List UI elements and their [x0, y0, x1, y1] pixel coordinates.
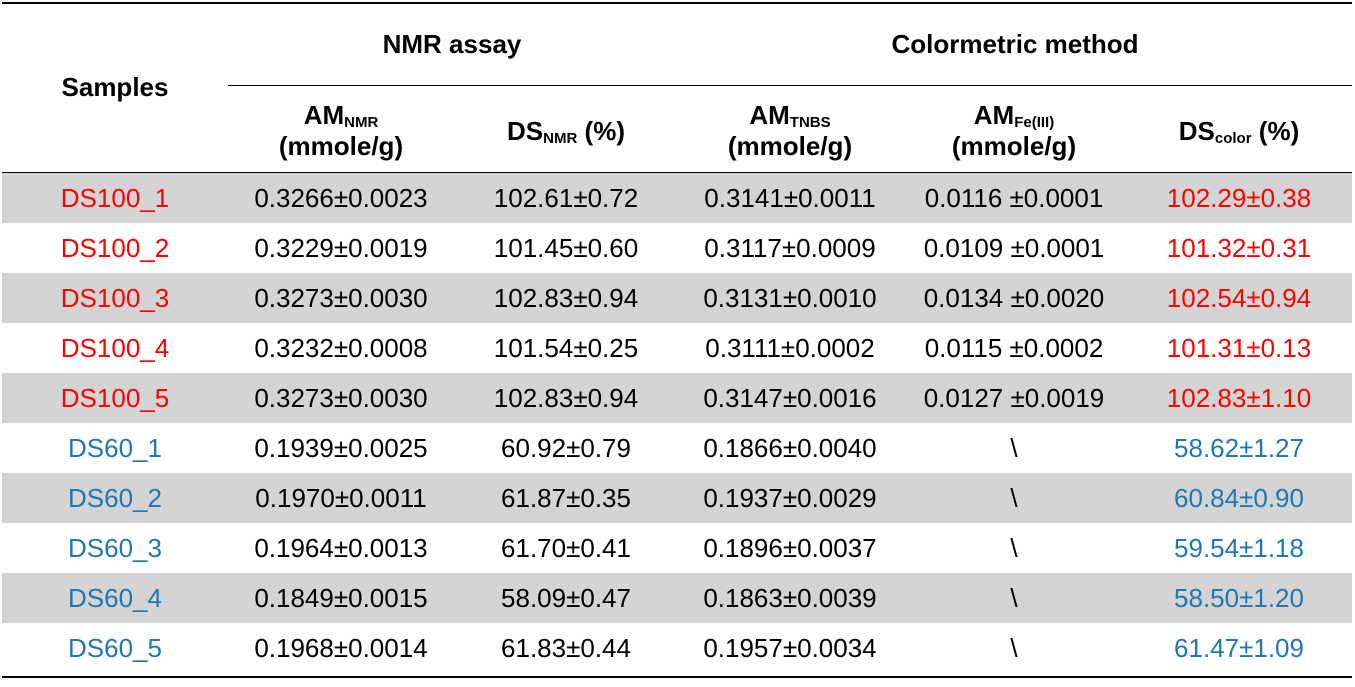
sample-name-cell: DS60_2: [68, 483, 162, 513]
nmr-group-header: NMR assay: [382, 29, 522, 59]
col-header-am-tnbs: AMTNBS (mmole/g): [727, 100, 853, 161]
am-nmr-cell: 0.3273±0.0030: [254, 283, 428, 313]
ds-color-cell: 102.83±1.10: [1166, 383, 1312, 413]
am-tnbs-cell: 0.1863±0.0039: [703, 583, 877, 613]
am-nmr-cell: 0.3266±0.0023: [254, 183, 428, 213]
group-header-rule: [228, 85, 1352, 86]
ds-nmr-cell: 60.92±0.79: [501, 433, 631, 463]
col-header-ds-color: DScolor (%): [1178, 116, 1300, 147]
table-row: DS100_4 0.3232±0.0008 101.54±0.25 0.3111…: [2, 323, 1352, 373]
am-tnbs-cell: 0.3117±0.0009: [704, 233, 876, 263]
table-row: DS60_2 0.1970±0.0011 61.87±0.35 0.1937±0…: [2, 473, 1352, 523]
table-row: DS60_5 0.1968±0.0014 61.83±0.44 0.1957±0…: [2, 623, 1352, 673]
ds-color-cell: 101.31±0.13: [1166, 333, 1312, 363]
am-tnbs-cell: 0.3111±0.0002: [705, 333, 875, 363]
sample-name-cell: DS100_1: [60, 183, 170, 213]
am-fe-cell: \: [1010, 533, 1018, 563]
col-header-am-fe: AMFe(III) (mmole/g): [951, 100, 1077, 161]
ds-color-cell: 102.54±0.94: [1166, 283, 1312, 313]
am-tnbs-cell: 0.1866±0.0040: [703, 433, 877, 463]
am-nmr-cell: 0.3273±0.0030: [254, 383, 428, 413]
ds-color-cell: 58.50±1.20: [1174, 583, 1304, 613]
sample-name-cell: DS60_1: [68, 433, 162, 463]
table-top-rule: [2, 2, 1352, 4]
am-nmr-cell: 0.1970±0.0011: [255, 483, 427, 513]
ds-color-cell: 101.32±0.31: [1166, 233, 1312, 263]
am-fe-cell: 0.0109 ±0.0001: [923, 233, 1105, 263]
sample-name-cell: DS100_5: [60, 383, 170, 413]
ds-nmr-cell: 102.61±0.72: [493, 183, 639, 213]
am-fe-cell: \: [1010, 633, 1018, 663]
am-tnbs-cell: 0.1896±0.0037: [703, 533, 877, 563]
am-nmr-cell: 0.1939±0.0025: [254, 433, 428, 463]
table-row: DS60_4 0.1849±0.0015 58.09±0.47 0.1863±0…: [2, 573, 1352, 623]
ds-nmr-cell: 58.09±0.47: [501, 583, 631, 613]
ds-color-cell: 58.62±1.27: [1174, 433, 1304, 463]
am-tnbs-cell: 0.3131±0.0010: [703, 283, 877, 313]
table-row: DS100_2 0.3229±0.0019 101.45±0.60 0.3117…: [2, 223, 1352, 273]
table-row: DS60_3 0.1964±0.0013 61.70±0.41 0.1896±0…: [2, 523, 1352, 573]
ds-nmr-cell: 101.45±0.60: [493, 233, 639, 263]
am-fe-cell: 0.0116 ±0.0001: [924, 183, 1104, 213]
am-fe-cell: 0.0115 ±0.0002: [924, 333, 1104, 363]
table-bottom-rule: [2, 676, 1352, 678]
ds-color-cell: 102.29±0.38: [1166, 183, 1312, 213]
am-nmr-cell: 0.1968±0.0014: [254, 633, 428, 663]
table-row: DS60_1 0.1939±0.0025 60.92±0.79 0.1866±0…: [2, 423, 1352, 473]
am-fe-cell: \: [1010, 483, 1018, 513]
am-tnbs-cell: 0.3147±0.0016: [703, 383, 877, 413]
am-fe-cell: \: [1010, 433, 1018, 463]
sample-name-cell: DS100_2: [60, 233, 170, 263]
ds-color-cell: 60.84±0.90: [1174, 483, 1304, 513]
am-fe-cell: \: [1010, 583, 1018, 613]
ds-nmr-cell: 101.54±0.25: [493, 333, 639, 363]
table-row: DS100_3 0.3273±0.0030 102.83±0.94 0.3131…: [2, 273, 1352, 323]
color-group-header: Colormetric method: [891, 29, 1139, 59]
ds-nmr-cell: 102.83±0.94: [493, 383, 639, 413]
ds-color-cell: 61.47±1.09: [1174, 633, 1304, 663]
am-fe-cell: 0.0127 ±0.0019: [923, 383, 1105, 413]
sample-name-cell: DS100_4: [60, 333, 170, 363]
am-tnbs-cell: 0.1937±0.0029: [703, 483, 877, 513]
ds-nmr-cell: 61.87±0.35: [501, 483, 631, 513]
header-bottom-rule: [2, 172, 1352, 173]
ds-color-cell: 59.54±1.18: [1174, 533, 1304, 563]
ds-nmr-cell: 61.70±0.41: [501, 533, 631, 563]
col-header-am-nmr: AMNMR (mmole/g): [278, 100, 404, 161]
am-nmr-cell: 0.1964±0.0013: [254, 533, 428, 563]
am-tnbs-cell: 0.1957±0.0034: [703, 633, 877, 663]
am-tnbs-cell: 0.3141±0.0011: [704, 183, 876, 213]
samples-header: Samples: [61, 72, 169, 102]
am-nmr-cell: 0.1849±0.0015: [254, 583, 428, 613]
ds-nmr-cell: 61.83±0.44: [501, 633, 631, 663]
sample-name-cell: DS60_5: [68, 633, 162, 663]
table-row: DS100_1 0.3266±0.0023 102.61±0.72 0.3141…: [2, 173, 1352, 223]
table-row: DS100_5 0.3273±0.0030 102.83±0.94 0.3147…: [2, 373, 1352, 423]
am-nmr-cell: 0.3229±0.0019: [254, 233, 428, 263]
col-header-ds-nmr: DSNMR (%): [507, 116, 625, 147]
sample-name-cell: DS60_4: [68, 583, 162, 613]
sample-name-cell: DS100_3: [60, 283, 170, 313]
sample-name-cell: DS60_3: [68, 533, 162, 563]
am-fe-cell: 0.0134 ±0.0020: [923, 283, 1105, 313]
ds-nmr-cell: 102.83±0.94: [493, 283, 639, 313]
am-nmr-cell: 0.3232±0.0008: [254, 333, 428, 363]
